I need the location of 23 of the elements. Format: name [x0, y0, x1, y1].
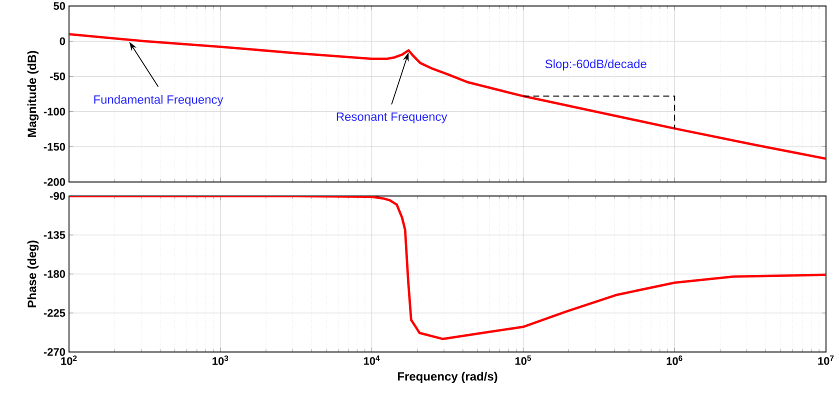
- annotation: Fundamental Frequency: [94, 94, 224, 106]
- y-axis-title: Phase (deg): [27, 240, 39, 308]
- y-tick-label: -270: [44, 348, 66, 356]
- y-tick-label: -225: [44, 309, 66, 317]
- annotation: Resonant Frequency: [336, 112, 448, 124]
- annotation: Slop:-60dB/decade: [545, 59, 646, 71]
- y-tick-label: 50: [54, 2, 66, 10]
- y-tick-label: -90: [50, 192, 66, 200]
- x-axis-title: Frequency (rad/s): [398, 372, 498, 384]
- x-tick-label: 10$^{7}$: [818, 356, 834, 365]
- y-tick-label: -135: [44, 231, 66, 239]
- x-tick-label: 10$^{6}$: [666, 356, 682, 365]
- x-tick-label: 10$^{5}$: [515, 356, 531, 365]
- x-tick-label: 10$^{2}$: [61, 356, 77, 365]
- y-tick-label: -50: [50, 72, 66, 80]
- x-tick-label: 10$^{3}$: [212, 356, 228, 365]
- y-tick-label: -200: [44, 178, 66, 186]
- y-axis-title: Magnitude (dB): [27, 50, 39, 137]
- y-tick-label: 0: [60, 37, 66, 46]
- y-tick-label: -150: [44, 142, 66, 151]
- x-tick-label: 10$^{4}$: [364, 356, 380, 365]
- y-tick-label: -100: [44, 108, 66, 116]
- y-tick-label: -180: [44, 270, 66, 278]
